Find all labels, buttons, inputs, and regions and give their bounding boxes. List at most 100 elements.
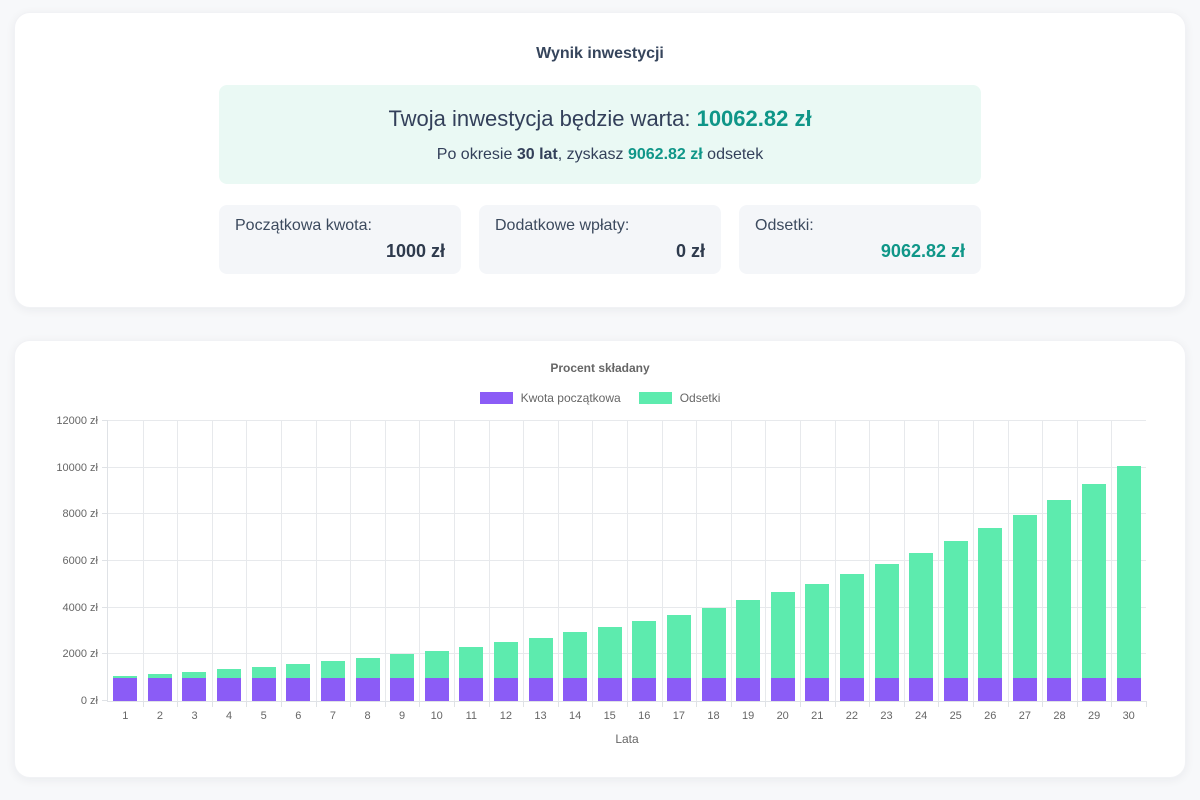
bar-year-9[interactable] (390, 654, 415, 701)
y-axis-label: 2000 zł (62, 648, 98, 661)
x-axis-tick (281, 701, 282, 707)
bar-year-23[interactable] (874, 564, 899, 701)
gridline-v (903, 421, 905, 701)
bar-year-5[interactable] (251, 666, 276, 701)
bar-segment-interest (666, 614, 691, 678)
bar-year-22[interactable] (839, 574, 864, 701)
bar-segment-initial (528, 677, 553, 701)
y-axis-tick (102, 513, 108, 515)
legend-item-kwota-poczatkowa[interactable]: Kwota początkowa (479, 391, 621, 405)
investment-summary-box: Twoja inwestycja będzie warta: 10062.82 … (219, 85, 981, 184)
bar-year-13[interactable] (528, 637, 553, 701)
gridline-v (973, 421, 974, 701)
bar-segment-interest (563, 632, 588, 678)
stat-label: Początkowa kwota: (235, 217, 372, 234)
bar-segment-interest (251, 666, 276, 678)
interest-midtext: , zyskasz (557, 146, 628, 163)
y-axis-label: 6000 zł (62, 555, 98, 567)
bar-year-29[interactable] (1082, 483, 1107, 701)
bar-segment-initial (217, 677, 242, 701)
investment-value-line: Twoja inwestycja będzie warta: 10062.82 … (229, 106, 971, 132)
x-axis-tick (938, 701, 940, 707)
x-axis-label: 4 (226, 710, 233, 722)
legend-label: Odsetki (679, 391, 721, 405)
bar-year-30[interactable] (1116, 466, 1141, 701)
gridline-v (384, 421, 386, 701)
bar-segment-interest (459, 646, 484, 678)
bar-year-6[interactable] (286, 663, 311, 701)
gridline-v (592, 421, 594, 701)
x-axis-label: 11 (465, 710, 478, 722)
bar-year-20[interactable] (770, 592, 795, 701)
x-axis-tick (592, 701, 594, 707)
gridline-v (488, 421, 490, 701)
x-axis-label: 21 (811, 710, 824, 722)
x-axis-tick (488, 701, 490, 707)
bar-year-18[interactable] (701, 607, 726, 701)
legend-item-odsetki[interactable]: Odsetki (638, 391, 721, 405)
bar-year-27[interactable] (1012, 514, 1037, 701)
chart-area: Lata 0 zł 2000 zł 4000 zł 6000 zł 8000 zł 100… (56, 415, 1147, 746)
bar-segment-interest (217, 669, 242, 678)
bar-year-3[interactable] (182, 671, 207, 701)
bar-year-17[interactable] (666, 614, 691, 701)
gridline-v (834, 421, 836, 701)
x-axis-title: Lata (615, 732, 639, 746)
bar-year-15[interactable] (597, 626, 622, 701)
legend-label: Kwota początkowa (520, 391, 621, 405)
bar-year-1[interactable] (113, 675, 138, 701)
x-axis-tick (730, 701, 732, 707)
gridline-v (350, 421, 352, 701)
bar-segment-initial (666, 677, 691, 701)
x-axis-label: 13 (534, 710, 547, 722)
gridline-v (696, 421, 698, 701)
x-axis-label: 6 (295, 710, 302, 722)
bar-segment-initial (355, 677, 380, 701)
bar-year-14[interactable] (563, 632, 588, 701)
chart-title: Procent składany (550, 361, 650, 375)
bar-segment-initial (424, 677, 449, 701)
stats-row: Początkowa kwota: 1000 zł Dodatkowe wpła… (219, 205, 981, 274)
investment-value-prefix: Twoja inwestycja będzie warta: (388, 106, 697, 131)
bar-year-21[interactable] (805, 583, 830, 701)
bar-segment-initial (770, 677, 795, 701)
y-axis-label: 8000 zł (62, 508, 98, 521)
bar-year-28[interactable] (1047, 499, 1072, 701)
gridline-v (1042, 421, 1044, 701)
stat-label: Dodatkowe wpłaty: (495, 217, 630, 234)
bar-segment-initial (390, 677, 415, 701)
bar-year-19[interactable] (736, 600, 761, 701)
y-axis-tick (102, 700, 108, 701)
bar-year-11[interactable] (459, 646, 484, 701)
bar-segment-interest (113, 675, 138, 678)
bar-year-4[interactable] (217, 669, 242, 701)
x-axis-label: 28 (1053, 710, 1066, 722)
x-axis-tick (800, 701, 801, 707)
bar-year-7[interactable] (320, 661, 345, 701)
gridline-v (315, 421, 317, 701)
bar-year-2[interactable] (147, 673, 172, 701)
x-axis-tick (1111, 701, 1113, 707)
y-axis-label: 12000 zł (56, 415, 98, 427)
gridline-v (730, 421, 732, 701)
chart-plot: Lata 0 zł 2000 zł 4000 zł 6000 zł 8000 zł 100… (56, 415, 1147, 746)
y-axis-label: 0 zł (80, 695, 98, 707)
bar-segment-interest (286, 663, 311, 678)
bar-year-24[interactable] (909, 553, 934, 701)
bar-year-26[interactable] (978, 528, 1003, 701)
bar-year-10[interactable] (424, 650, 449, 701)
bar-segment-interest (390, 654, 415, 678)
bar-segment-initial (632, 677, 657, 701)
x-axis-label: 12 (499, 710, 513, 722)
gridline-v (765, 421, 767, 701)
bar-segment-interest (1116, 466, 1141, 678)
bar-year-16[interactable] (632, 621, 657, 701)
gridline-v (419, 421, 421, 701)
interest-suffix: odsetek (702, 146, 764, 163)
bar-segment-interest (874, 564, 899, 678)
bar-year-8[interactable] (355, 657, 380, 701)
bar-year-25[interactable] (943, 541, 968, 701)
x-axis-tick (1146, 701, 1147, 707)
bar-segment-interest (736, 600, 761, 678)
bar-year-12[interactable] (493, 642, 518, 701)
